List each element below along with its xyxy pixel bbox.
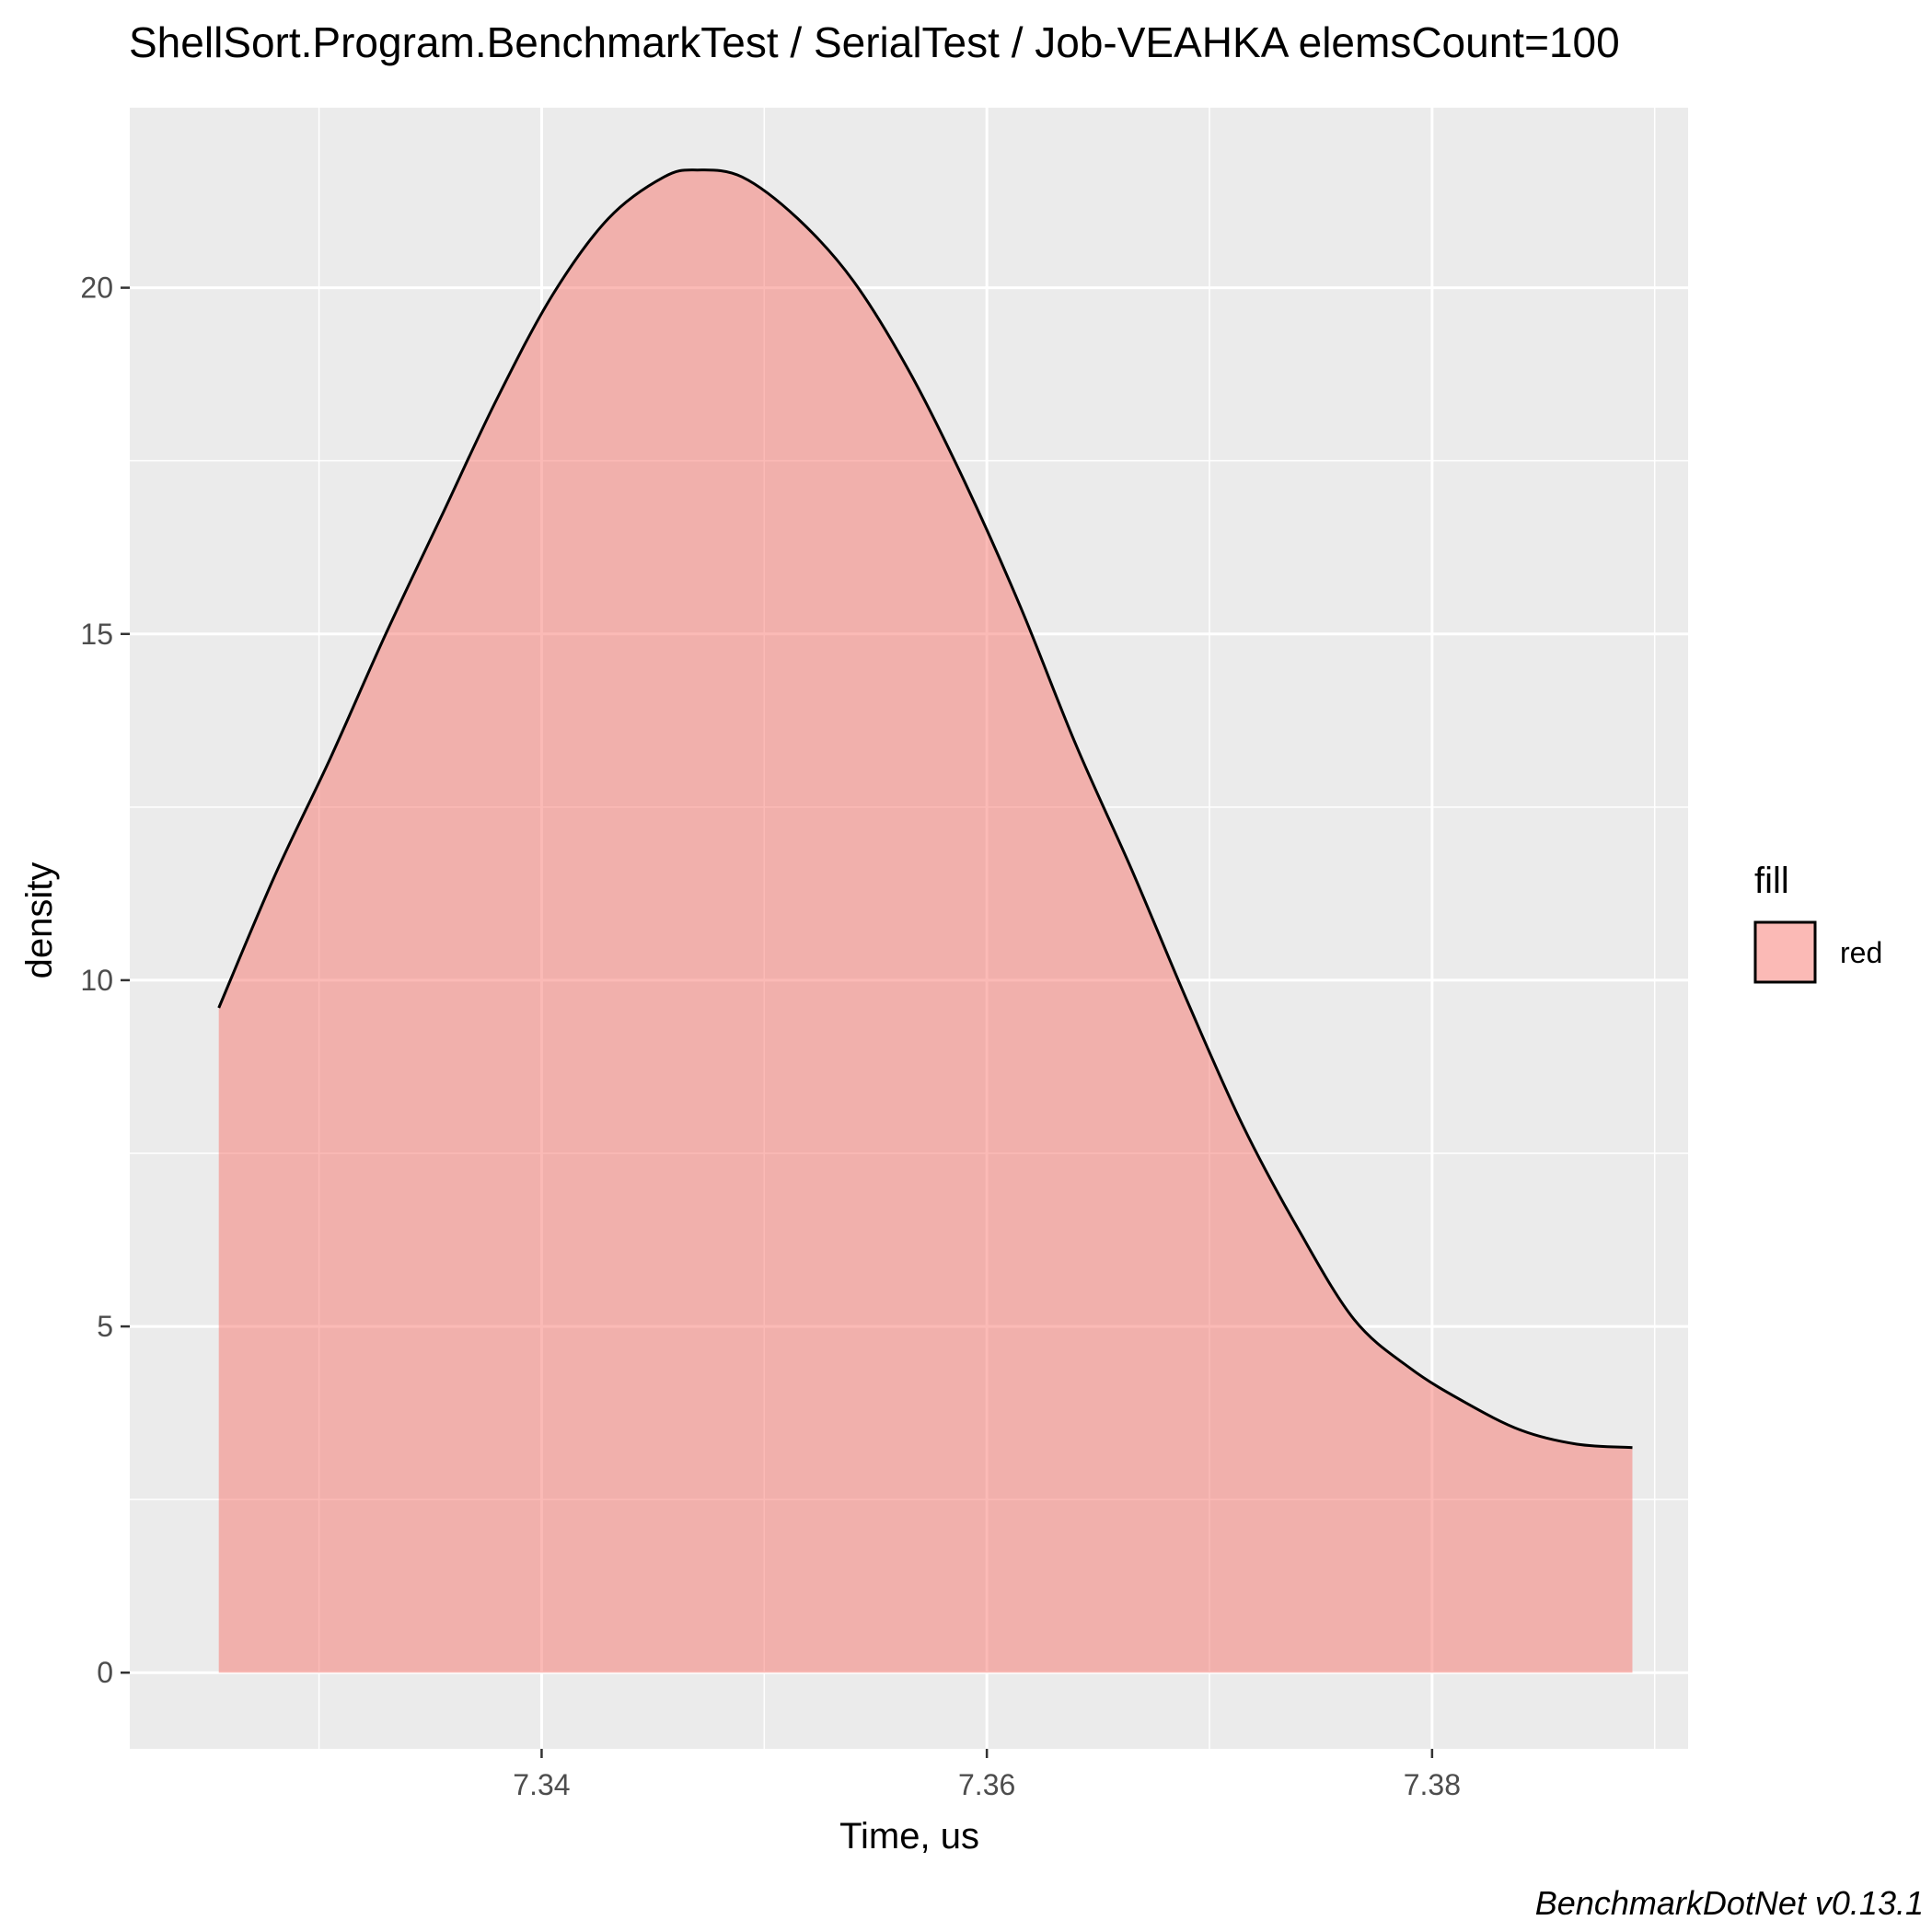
x-tick-label: 7.34 bbox=[513, 1768, 570, 1801]
legend-key-red bbox=[1753, 920, 1817, 984]
y-tick-label: 10 bbox=[80, 964, 113, 997]
y-tick-label: 5 bbox=[97, 1310, 113, 1343]
x-axis-title: Time, us bbox=[839, 1816, 979, 1857]
x-tick-label: 7.38 bbox=[1404, 1768, 1461, 1801]
x-tick-label: 7.36 bbox=[958, 1768, 1015, 1801]
y-tick-label: 15 bbox=[80, 618, 113, 651]
y-axis-title: density bbox=[19, 862, 60, 979]
caption: BenchmarkDotNet v0.13.1 bbox=[1535, 1884, 1924, 1922]
chart-title: ShellSort.Program.BenchmarkTest / Serial… bbox=[129, 18, 1620, 66]
y-axis: 0 5 10 15 20 bbox=[80, 272, 130, 1689]
y-tick-label: 20 bbox=[80, 272, 113, 305]
legend: fill red bbox=[1753, 861, 1882, 984]
density-line bbox=[217, 168, 1633, 1450]
density-area bbox=[218, 169, 1633, 1673]
x-axis: 7.34 7.36 7.38 bbox=[513, 1749, 1461, 1801]
legend-title: fill bbox=[1754, 861, 1789, 901]
y-tick-label: 0 bbox=[97, 1656, 113, 1689]
legend-label-red: red bbox=[1840, 936, 1882, 969]
